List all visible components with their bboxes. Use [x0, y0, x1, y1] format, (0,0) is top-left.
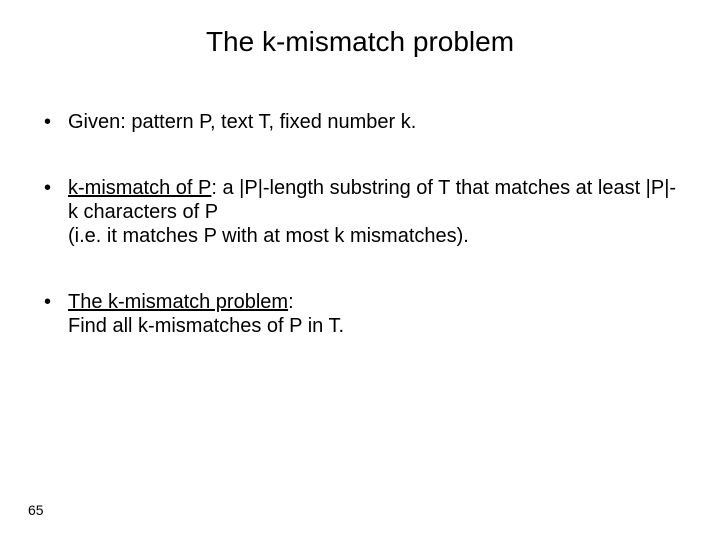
page-number: 65 [28, 502, 44, 518]
bullet-text-underline: k-mismatch of P [68, 177, 211, 199]
bullet-text-post: Given: pattern P, text T, fixed number k… [68, 111, 416, 133]
slide-title: The k-mismatch problem [0, 26, 720, 58]
bullet-item: k-mismatch of P: a |P|-length substring … [40, 176, 680, 248]
bullet-list: Given: pattern P, text T, fixed number k… [40, 110, 680, 338]
bullet-item: The k-mismatch problem:Find all k-mismat… [40, 290, 680, 338]
bullet-text-underline: The k-mismatch problem [68, 291, 288, 313]
bullet-item: Given: pattern P, text T, fixed number k… [40, 110, 680, 134]
slide: The k-mismatch problem Given: pattern P,… [0, 0, 720, 540]
slide-body: Given: pattern P, text T, fixed number k… [40, 110, 680, 380]
